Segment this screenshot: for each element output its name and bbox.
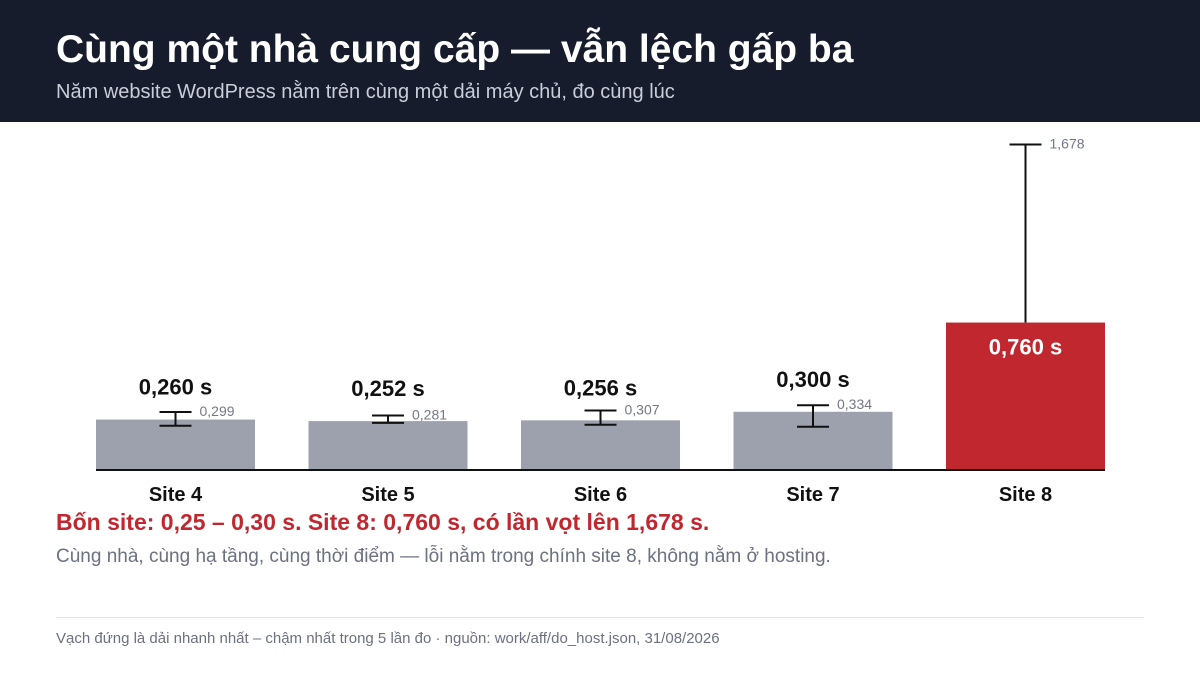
bar	[96, 419, 255, 470]
bar	[308, 421, 468, 470]
chart-note: Cùng nhà, cùng hạ tầng, cùng thời điểm —…	[56, 546, 831, 567]
bar-value-label: 0,252 s	[351, 376, 424, 401]
range-max-label: 0,334	[837, 396, 872, 412]
bar-value-label: 0,300 s	[776, 367, 849, 392]
chart-headline: Bốn site: 0,25 – 0,30 s. Site 8: 0,760 s…	[56, 509, 710, 535]
range-max-label: 1,678	[1050, 135, 1085, 151]
page-subtitle: Năm website WordPress nằm trên cùng một …	[56, 81, 675, 103]
range-max-label: 0,299	[200, 403, 235, 419]
bar	[521, 420, 680, 470]
header-banner: Cùng một nhà cung cấp — vẫn lệch gấp ba …	[0, 0, 1200, 122]
range-max-label: 0,307	[625, 401, 660, 417]
range-max-label: 0,281	[412, 406, 447, 422]
bar-value-label: 0,760 s	[989, 335, 1062, 360]
category-label: Site 5	[361, 484, 414, 506]
bar-value-label: 0,256 s	[564, 375, 637, 400]
category-label: Site 4	[149, 484, 203, 506]
bar	[946, 322, 1105, 470]
page-title: Cùng một nhà cung cấp — vẫn lệch gấp ba	[56, 28, 854, 71]
bar-value-label: 0,260 s	[139, 375, 212, 400]
category-label: Site 6	[574, 484, 627, 506]
footer-divider	[56, 617, 1144, 618]
footer-source: Vạch đứng là dải nhanh nhất – chậm nhất …	[56, 630, 720, 647]
category-label: Site 7	[786, 484, 839, 506]
category-label: Site 8	[999, 484, 1052, 506]
bar-chart: 0,299 0,260 s Site 4 0,281 0,252 s Site 5 0,30…	[96, 135, 1105, 506]
